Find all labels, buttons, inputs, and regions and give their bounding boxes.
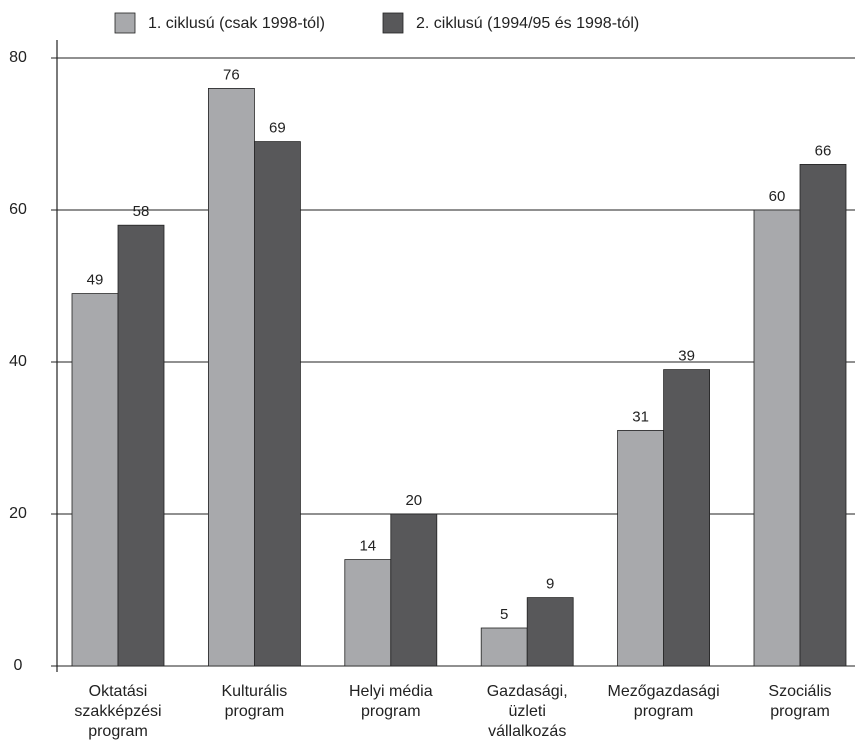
value-label: 49 <box>87 272 104 289</box>
legend-swatch <box>382 12 404 34</box>
value-label: 60 <box>769 188 786 205</box>
bar <box>390 513 438 667</box>
value-label: 9 <box>546 576 554 593</box>
bar <box>617 429 664 667</box>
legend-swatch <box>114 12 136 34</box>
x-tick-label: program <box>361 703 421 720</box>
bar <box>71 293 119 667</box>
value-label: 69 <box>269 120 286 137</box>
y-tick-label: 40 <box>9 353 27 370</box>
bar <box>253 141 301 667</box>
x-tick-label: Mezőgazdasági <box>608 683 720 700</box>
x-tick-label: Oktatási <box>89 683 148 700</box>
legend-label: 1. ciklusú (csak 1998-tól) <box>148 15 325 32</box>
x-tick-label: program <box>770 703 830 720</box>
value-label: 5 <box>500 606 508 623</box>
x-tick-label: Szociális <box>768 683 831 700</box>
bar <box>663 369 710 667</box>
value-label: 39 <box>678 348 695 365</box>
value-label: 76 <box>223 66 240 83</box>
bar <box>480 627 528 667</box>
value-label: 20 <box>405 492 422 509</box>
x-tick-label: üzleti <box>509 703 546 720</box>
x-tick-label: szakképzési <box>74 703 161 720</box>
x-tick-label: program <box>225 703 285 720</box>
value-label: 66 <box>815 142 832 159</box>
x-tick-label: Helyi média <box>349 683 433 700</box>
legend-label: 2. ciklusú (1994/95 és 1998-tól) <box>416 15 639 32</box>
value-label: 58 <box>133 203 150 220</box>
x-tick-label: program <box>88 723 148 740</box>
bar <box>344 559 392 667</box>
y-tick-label: 0 <box>14 657 23 674</box>
bar <box>753 209 801 667</box>
bar <box>207 88 255 667</box>
y-tick-label: 60 <box>9 201 27 218</box>
value-label: 14 <box>359 538 376 555</box>
y-tick-label: 80 <box>9 49 27 66</box>
x-tick-label: Kulturális <box>221 683 287 700</box>
x-tick-label: Gazdasági, <box>487 683 568 700</box>
x-tick-label: vállalkozás <box>488 723 566 740</box>
bar <box>117 224 165 667</box>
x-tick-label: program <box>634 703 694 720</box>
bar <box>526 597 574 667</box>
bar <box>799 163 847 667</box>
value-label: 31 <box>632 408 649 425</box>
y-tick-label: 20 <box>9 505 27 522</box>
